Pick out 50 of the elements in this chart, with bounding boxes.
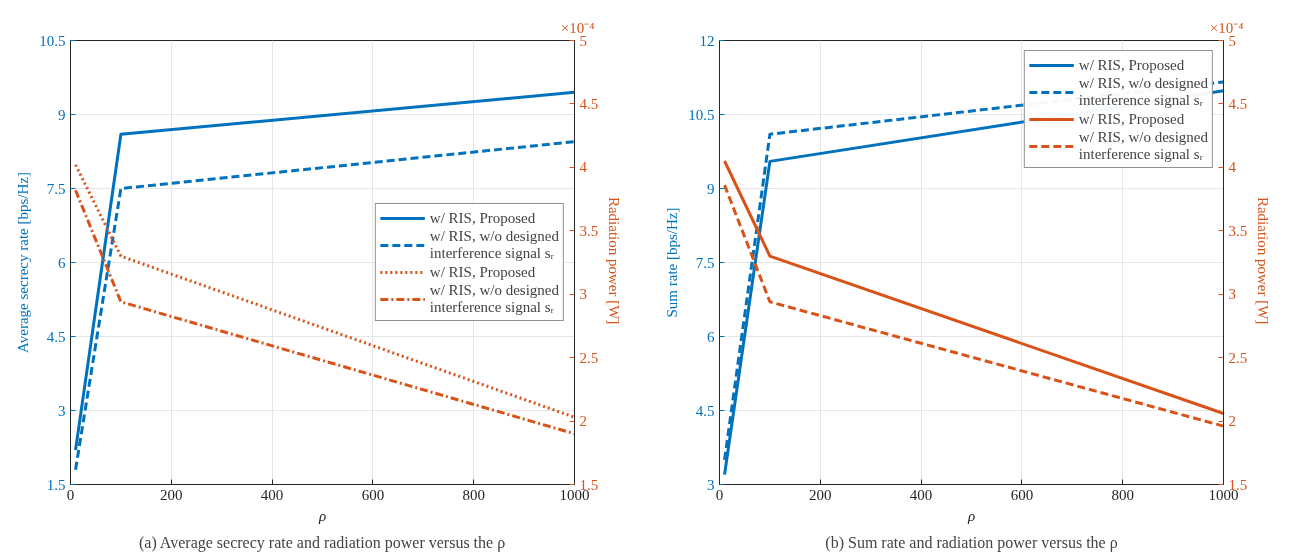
y-axis-title: Average secrecy rate [bps/Hz] xyxy=(15,172,32,353)
y2-tick-label: 3 xyxy=(579,286,587,303)
y2-tick-label: 4 xyxy=(1228,159,1237,176)
y-axis-title: Sum rate [bps/Hz] xyxy=(664,207,681,318)
y-tick-label: 12 xyxy=(699,32,715,49)
x-tick-label: 800 xyxy=(462,486,485,503)
y2-tick-label: 3.5 xyxy=(1228,222,1248,239)
y2-axis-title: Radiation power [W] xyxy=(606,196,623,325)
y-tick-label: 6 xyxy=(707,328,715,345)
y-tick-label: 3 xyxy=(58,402,66,419)
x-tick-label: 200 xyxy=(809,486,832,503)
x-tick-label: 400 xyxy=(909,486,933,503)
y2-tick-label: 4.5 xyxy=(579,95,599,112)
y-tick-label: 3 xyxy=(707,476,715,493)
y2-tick-label: 2 xyxy=(579,413,587,430)
y-tick-label: 7.5 xyxy=(46,180,66,197)
legend-label: w/ RIS, Proposed xyxy=(1078,56,1185,74)
x-tick-label: 0 xyxy=(715,486,724,503)
x-tick-label: 0 xyxy=(66,486,75,503)
y-tick-label: 7.5 xyxy=(695,254,715,271)
y2-tick-label: 2.5 xyxy=(1228,349,1248,366)
y2-axis-title: Radiation power [W] xyxy=(1255,196,1272,325)
x-tick-label: 400 xyxy=(260,486,284,503)
x-tick-label: 600 xyxy=(361,486,385,503)
y-tick-label: 10.5 xyxy=(688,106,715,123)
legend-label: w/ RIS, Proposed xyxy=(429,209,536,227)
y-tick-label: 6 xyxy=(58,254,66,271)
y-tick-label: 4.5 xyxy=(695,402,715,419)
x-axis-title: ρ xyxy=(317,507,327,524)
y2-tick-label: 3.5 xyxy=(579,222,599,239)
legend-label: w/ RIS, Proposed xyxy=(429,263,536,281)
y2-tick-label: 4.5 xyxy=(1228,95,1248,112)
text: (a) Average secrecy rate and radiation power versus the ρ xyxy=(138,533,506,552)
x-tick-label: 200 xyxy=(160,486,183,503)
text: (b) Sum rate and radiation power versus the ρ xyxy=(825,533,1118,552)
y2-tick-label: 4 xyxy=(579,159,588,176)
y2-tick-label: 2 xyxy=(1228,413,1236,430)
x-tick-label: 800 xyxy=(1111,486,1134,503)
y-tick-label: 4.5 xyxy=(46,328,66,345)
x-axis-title: ρ xyxy=(966,507,976,524)
x-tick-label: 600 xyxy=(1010,486,1034,503)
y-tick-label: 10.5 xyxy=(39,32,66,49)
y2-tick-label: 3 xyxy=(1228,286,1236,303)
y-tick-label: 9 xyxy=(707,180,715,197)
y2-tick-label: 2.5 xyxy=(579,349,599,366)
legend-label: w/ RIS, w/o designed interference signal sᵣ xyxy=(429,282,559,316)
legend-label: w/ RIS, w/o designed interference signal sᵣ xyxy=(1078,129,1208,163)
y-tick-label: 1.5 xyxy=(46,476,66,493)
y-tick-label: 9 xyxy=(58,106,66,123)
legend-label: w/ RIS, Proposed xyxy=(1078,110,1185,128)
